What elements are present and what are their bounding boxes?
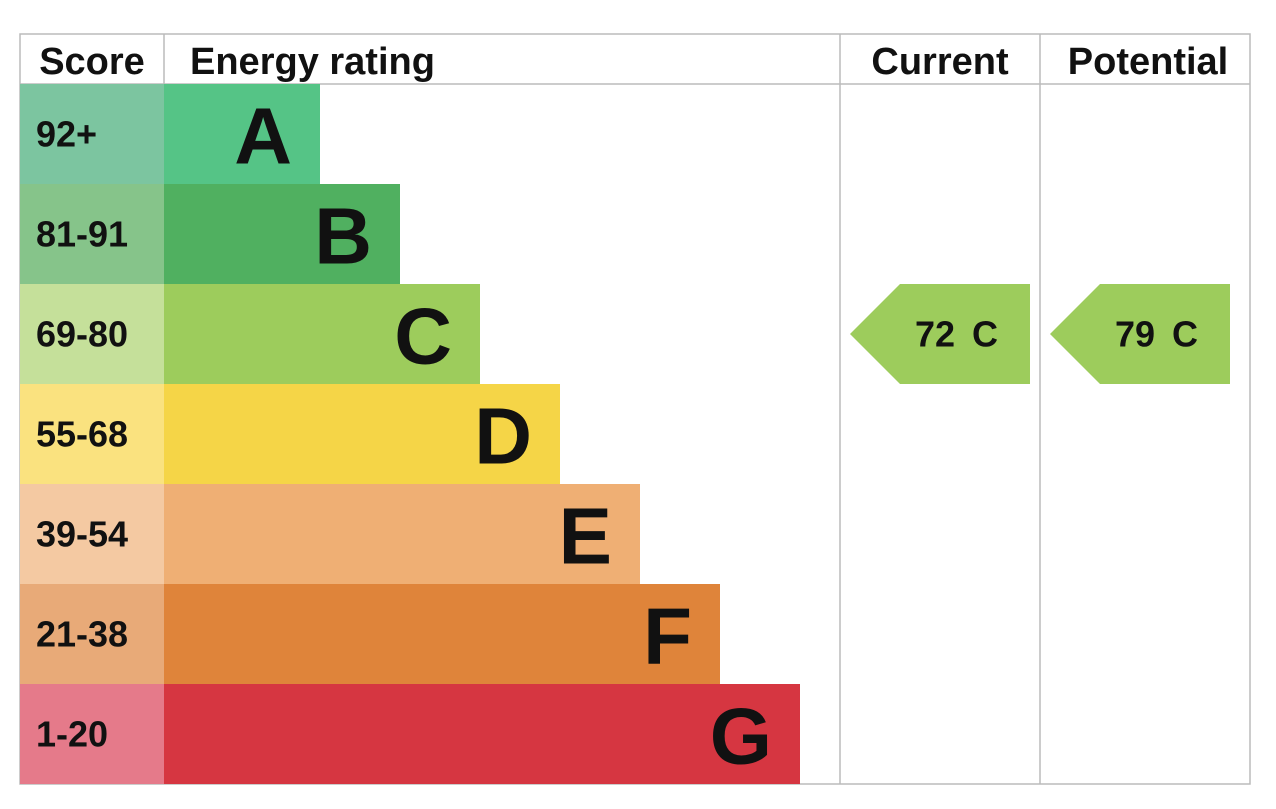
score-cell	[20, 384, 164, 484]
rating-letter: A	[234, 92, 292, 181]
score-label: 69-80	[36, 314, 128, 355]
current-arrow	[850, 284, 1030, 384]
rating-letter: F	[643, 592, 692, 681]
score-cell	[20, 284, 164, 384]
header-rating: Energy rating	[190, 41, 435, 83]
score-label: 1-20	[36, 714, 108, 755]
rating-bar	[164, 84, 320, 184]
rating-bar	[164, 684, 800, 784]
score-label: 39-54	[36, 514, 128, 555]
header-potential: Potential	[1068, 41, 1228, 83]
score-label: 81-91	[36, 214, 128, 255]
rating-letter: G	[710, 692, 772, 781]
score-cell	[20, 684, 164, 784]
score-cell	[20, 184, 164, 284]
rating-letter: B	[314, 192, 372, 281]
score-cell	[20, 584, 164, 684]
potential-value: 79	[1115, 314, 1155, 355]
rating-bar	[164, 584, 720, 684]
header-score: Score	[39, 41, 145, 83]
rating-letter: D	[474, 392, 532, 481]
score-label: 92+	[36, 114, 97, 155]
rating-bar	[164, 184, 400, 284]
header-current: Current	[871, 41, 1009, 83]
score-label: 55-68	[36, 414, 128, 455]
rating-bar	[164, 484, 640, 584]
rating-letter: C	[394, 292, 452, 381]
potential-arrow	[1050, 284, 1230, 384]
current-rating: C	[972, 314, 998, 355]
score-cell	[20, 484, 164, 584]
current-value: 72	[915, 314, 955, 355]
rating-bar	[164, 384, 560, 484]
potential-rating: C	[1172, 314, 1198, 355]
score-cell	[20, 84, 164, 184]
score-label: 21-38	[36, 614, 128, 655]
rating-letter: E	[559, 492, 612, 581]
rating-bar	[164, 284, 480, 384]
